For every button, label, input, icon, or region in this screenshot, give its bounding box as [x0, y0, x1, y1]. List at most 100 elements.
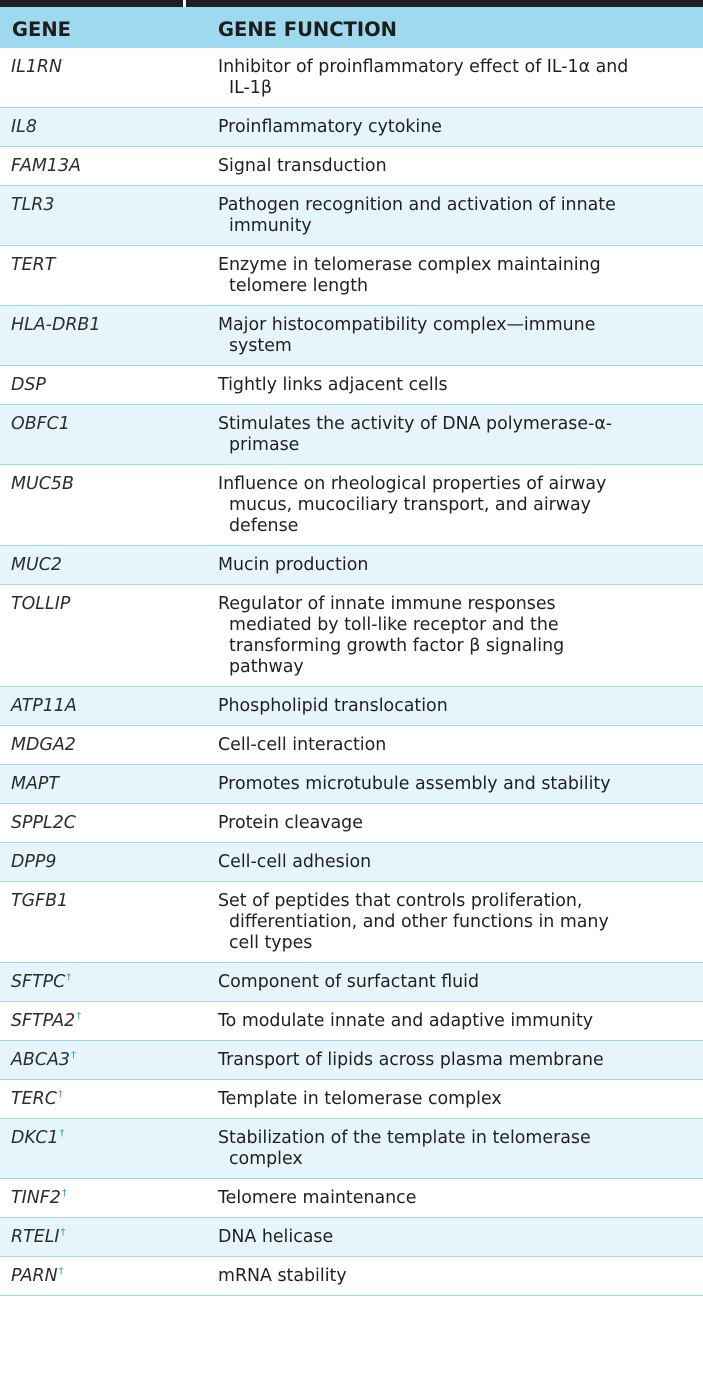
gene-cell: RTELI†: [0, 1217, 206, 1257]
function-text-line: Proinflammatory cytokine: [218, 117, 442, 137]
gene-name: MUC2: [11, 555, 62, 575]
table-row: MUC5B Influence on rheological properties…: [0, 464, 703, 546]
gene-name: IL8: [11, 117, 37, 137]
function-cell: Inhibitor of proinflammatory effect of I…: [206, 48, 703, 108]
table-row: TERC† Template in telomerase complex: [0, 1079, 703, 1119]
function-text-line: Mucin production: [218, 555, 369, 575]
function-column-header: GENE FUNCTION: [206, 7, 703, 48]
function-cell: DNA helicase: [206, 1217, 703, 1257]
function-text-line: Telomere maintenance: [218, 1188, 417, 1208]
gene-name: DKC1: [11, 1128, 59, 1148]
table-row: RTELI† DNA helicase: [0, 1217, 703, 1257]
gene-name: PARN: [11, 1266, 58, 1286]
function-cell: Phospholipid translocation: [206, 686, 703, 726]
function-text-line: primase: [229, 435, 300, 455]
gene-name: MDGA2: [11, 735, 76, 755]
gene-name: MAPT: [11, 774, 60, 794]
table-row: SPPL2C Protein cleavage: [0, 803, 703, 843]
gene-cell: SPPL2C: [0, 803, 206, 843]
function-text-line: defense: [229, 516, 299, 536]
function-cell: Protein cleavage: [206, 803, 703, 843]
gene-cell: MDGA2: [0, 725, 206, 765]
table-row: ATP11A Phospholipid translocation: [0, 686, 703, 726]
table-row: SFTPA2† To modulate innate and adaptive i…: [0, 1001, 703, 1041]
function-text-line: mediated by toll-like receptor and the: [229, 615, 559, 635]
function-cell: Stabilization of the template in telomer…: [206, 1118, 703, 1179]
function-text-line: Pathogen recognition and activation of i…: [218, 195, 616, 215]
function-text-line: Stabilization of the template in telomer…: [218, 1128, 591, 1148]
gene-cell: MUC2: [0, 545, 206, 585]
function-text-line: Phospholipid translocation: [218, 696, 448, 716]
gene-name: TLR3: [11, 195, 55, 215]
table-row: ABCA3† Transport of lipids across plasma …: [0, 1040, 703, 1080]
function-text-line: IL-1β: [229, 78, 272, 98]
function-text-line: Signal transduction: [218, 156, 387, 176]
gene-cell: MAPT: [0, 764, 206, 804]
table-row: TERT Enzyme in telomerase complex maintai…: [0, 245, 703, 306]
function-cell: Proinflammatory cytokine: [206, 107, 703, 147]
function-cell: Transport of lipids across plasma membra…: [206, 1040, 703, 1080]
function-cell: Cell-cell interaction: [206, 725, 703, 765]
gene-cell: IL1RN: [0, 48, 206, 108]
function-cell: Tightly links adjacent cells: [206, 365, 703, 405]
function-text-line: DNA helicase: [218, 1227, 334, 1247]
function-text-line: complex: [229, 1149, 303, 1169]
function-text-line: Tightly links adjacent cells: [218, 375, 448, 395]
gene-cell: PARN†: [0, 1256, 206, 1296]
gene-name: TINF2: [11, 1188, 61, 1208]
function-text-line: Major histocompatibility complex—immune: [218, 315, 596, 335]
gene-cell: DPP9: [0, 842, 206, 882]
dagger-footnote-mark: †: [59, 1128, 65, 1140]
function-cell: To modulate innate and adaptive immunity: [206, 1001, 703, 1041]
function-cell: Set of peptides that controls proliferat…: [206, 881, 703, 963]
function-cell: mRNA stability: [206, 1256, 703, 1296]
gene-cell: IL8: [0, 107, 206, 147]
dagger-footnote-mark: †: [66, 972, 72, 984]
function-text-line: Component of surfactant fluid: [218, 972, 480, 992]
function-text-line: Cell-cell interaction: [218, 735, 387, 755]
function-cell: Template in telomerase complex: [206, 1079, 703, 1119]
table-row: OBFC1 Stimulates the activity of DNA poly…: [0, 404, 703, 465]
table-row: SFTPC† Component of surfactant fluid: [0, 962, 703, 1002]
function-text-line: Influence on rheological properties of a…: [218, 474, 607, 494]
dagger-footnote-mark: †: [58, 1266, 64, 1278]
gene-cell: OBFC1: [0, 404, 206, 465]
function-text-line: system: [229, 336, 292, 356]
function-cell: Mucin production: [206, 545, 703, 585]
table-row: MDGA2 Cell-cell interaction: [0, 725, 703, 765]
gene-name: TOLLIP: [11, 594, 71, 614]
gene-cell: HLA-DRB1: [0, 305, 206, 366]
table-row: TINF2† Telomere maintenance: [0, 1178, 703, 1218]
gene-name: DSP: [11, 375, 46, 395]
function-cell: Promotes microtubule assembly and stabil…: [206, 764, 703, 804]
function-text-line: Template in telomerase complex: [218, 1089, 502, 1109]
function-text-line: differentiation, and other functions in …: [229, 912, 609, 932]
gene-name: SFTPA2: [11, 1011, 76, 1031]
function-cell: Major histocompatibility complex—immune s…: [206, 305, 703, 366]
function-text-line: cell types: [229, 933, 313, 953]
gene-name: TERT: [11, 255, 56, 275]
table-row: TGFB1 Set of peptides that controls proli…: [0, 881, 703, 963]
table-row: TLR3 Pathogen recognition and activation …: [0, 185, 703, 246]
function-text-line: mRNA stability: [218, 1266, 347, 1286]
gene-name: DPP9: [11, 852, 57, 872]
gene-name: SPPL2C: [11, 813, 76, 833]
gene-name: ATP11A: [11, 696, 77, 716]
dagger-footnote-mark: †: [57, 1089, 63, 1101]
table-body: IL1RN Inhibitor of proinflammatory effect…: [0, 48, 703, 1296]
function-cell: Influence on rheological properties of a…: [206, 464, 703, 546]
gene-cell: SFTPA2†: [0, 1001, 206, 1041]
function-text-line: To modulate innate and adaptive immunity: [218, 1011, 594, 1031]
dagger-footnote-mark: †: [70, 1050, 76, 1062]
table-row: DKC1† Stabilization of the template in te…: [0, 1118, 703, 1179]
table-row: HLA-DRB1 Major histocompatibility complex…: [0, 305, 703, 366]
table-row: DPP9 Cell-cell adhesion: [0, 842, 703, 882]
function-text-line: telomere length: [229, 276, 369, 296]
table-row: IL1RN Inhibitor of proinflammatory effect…: [0, 48, 703, 108]
table-row: IL8 Proinflammatory cytokine: [0, 107, 703, 147]
gene-column-header: GENE: [0, 7, 206, 48]
top-rule: [0, 0, 703, 7]
function-cell: Pathogen recognition and activation of i…: [206, 185, 703, 246]
table-row: MUC2 Mucin production: [0, 545, 703, 585]
gene-cell: FAM13A: [0, 146, 206, 186]
